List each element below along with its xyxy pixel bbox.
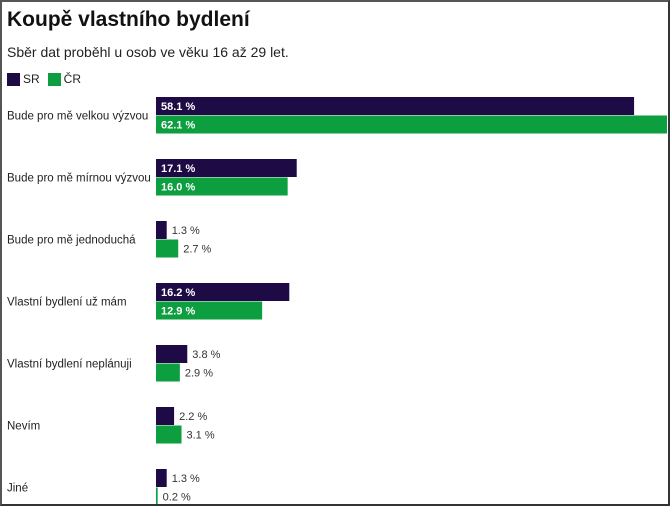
bar-sr xyxy=(156,407,175,425)
bar-čr xyxy=(156,425,182,444)
legend-item-sr[interactable]: SR xyxy=(7,72,40,86)
data-label: 3.8 % xyxy=(192,349,220,361)
legend-swatch-cr xyxy=(47,72,61,86)
category-label: Bude pro mě jednoduchá xyxy=(7,235,136,247)
bar-sr xyxy=(156,221,167,239)
legend: SR ČR xyxy=(7,72,81,86)
data-label: 1.3 % xyxy=(172,225,200,237)
category-label: Vlastní bydlení neplánuji xyxy=(7,359,132,371)
legend-label-sr: SR xyxy=(23,72,40,86)
data-label: 62.1 % xyxy=(161,120,195,132)
data-label: 2.2 % xyxy=(179,411,207,423)
data-label: 16.2 % xyxy=(161,287,195,299)
bar-sr xyxy=(156,345,188,363)
legend-swatch-sr xyxy=(7,72,20,86)
data-label: 2.7 % xyxy=(183,244,211,256)
bar-sr xyxy=(156,159,297,177)
bar-čr xyxy=(156,177,288,196)
category-label: Bude pro mě mírnou výzvou xyxy=(7,173,151,185)
bar-sr xyxy=(156,469,167,487)
chart-title: Koupě vlastního bydlení xyxy=(7,8,250,31)
category-label: Jiné xyxy=(7,483,28,495)
data-label: 2.9 % xyxy=(185,368,213,380)
data-label: 12.9 % xyxy=(161,306,195,318)
data-label: 17.1 % xyxy=(161,163,195,175)
legend-label-cr: ČR xyxy=(63,72,82,86)
bar-čr xyxy=(156,487,158,504)
chart-subtitle: Sběr dat proběhl u osob ve věku 16 až 29… xyxy=(7,44,289,60)
data-label: 3.1 % xyxy=(187,430,215,442)
legend-item-cr[interactable]: ČR xyxy=(47,72,82,86)
bar-čr xyxy=(156,301,263,320)
data-label: 1.3 % xyxy=(172,473,200,485)
bar-sr xyxy=(156,97,635,115)
bar-čr xyxy=(156,115,667,134)
category-label: Bude pro mě velkou výzvou xyxy=(7,111,148,123)
bar-čr xyxy=(156,363,180,382)
data-label: 58.1 % xyxy=(161,101,195,113)
bar-čr xyxy=(156,239,179,258)
category-label: Vlastní bydlení už mám xyxy=(7,297,127,309)
data-label: 16.0 % xyxy=(161,182,195,194)
bar-sr xyxy=(156,283,290,301)
category-label: Nevím xyxy=(7,421,40,433)
data-label: 0.2 % xyxy=(163,492,191,504)
